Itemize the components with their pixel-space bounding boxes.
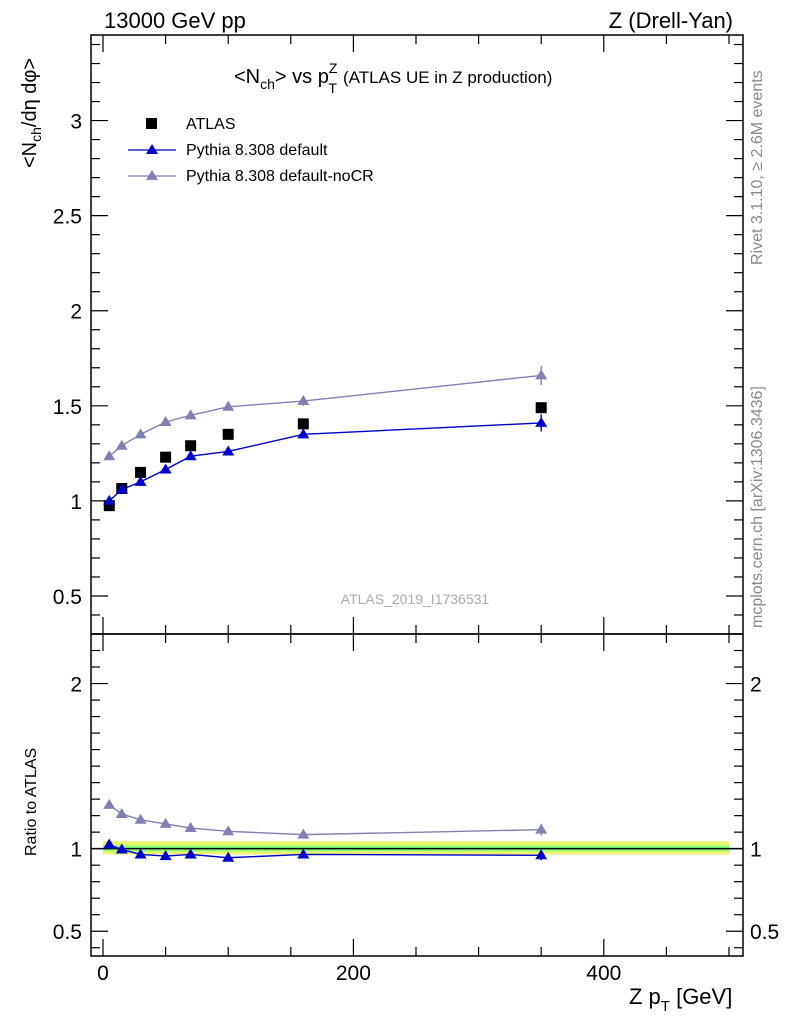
ratio-pythia-8-308-default-point-6 (297, 848, 310, 859)
atlas-point-0 (103, 500, 115, 512)
main-pythia-8-308-default-point-3 (159, 463, 172, 474)
ratio-pythia-8-308-default-nocr-point-6 (297, 828, 310, 839)
main-pythia-8-308-default-point-1 (115, 483, 128, 494)
ratio-pythia-8-308-default-nocr-point-7 (535, 823, 548, 834)
legend-marker-atlas (146, 118, 157, 129)
ratio-tick-label-right-0.5: 0.5 (750, 921, 779, 944)
ratio-tick-label-right-2: 2 (750, 674, 762, 697)
y-tick-label-0.5: 0.5 (53, 586, 82, 609)
main-pythia-8-308-default-point-7 (535, 416, 548, 427)
x-tick-label-400: 400 (586, 962, 621, 985)
axis-tick-labels: 0 200 400 0.5 1 1.5 2 2.5 3 0.5 0.5 1 1 2 2 (53, 111, 779, 985)
ratio-plot-frame (90, 633, 744, 957)
ratio-pythia-8-308-default-nocr-point-0 (103, 798, 116, 809)
y-tick-label-3: 3 (70, 111, 82, 134)
main-pythia-8-308-default-nocr-point-5 (222, 400, 235, 411)
legend-label-atlas: ATLAS (186, 116, 236, 133)
main-pythia-8-308-default-nocr-point-2 (134, 428, 147, 439)
legend-marker-nocr (146, 170, 158, 180)
ratio-tick-label-left-2: 2 (70, 674, 82, 697)
main-pythia-8-308-default-point-5 (222, 445, 235, 456)
main-pythia-8-308-default-nocr-point-4 (184, 409, 197, 420)
y-tick-label-1.5: 1.5 (53, 396, 82, 419)
ratio-y-axis-title: Ratio to ATLAS (23, 748, 40, 856)
header-process-label: Z (Drell-Yan) (609, 8, 733, 33)
axis-ticks (91, 35, 743, 956)
main-pythia-8-308-default-nocr-line (108, 374, 542, 457)
plot-title: <Nch> vs pZ T(ATLAS UE in Z production) (234, 60, 552, 96)
analysis-reference-label: ATLAS_2019_I1736531 (341, 591, 490, 607)
atlas-point-3 (160, 451, 172, 463)
ratio-pythia-8-308-default-point-5 (222, 851, 235, 862)
ratio-tick-label-left-1: 1 (70, 839, 82, 862)
y-tick-label-2.5: 2.5 (53, 206, 82, 229)
ratio-pythia-8-308-default-point-2 (134, 848, 147, 859)
main-pythia-8-308-default-nocr-point-0 (103, 450, 116, 461)
main-pythia-8-308-default-point-2 (134, 475, 147, 486)
rivet-version-label: Rivet 3.1.10, ≥ 2.6M events (749, 70, 766, 265)
mcplots-label: mcplots.cern.ch [arXiv:1306.3436] (749, 386, 766, 628)
x-tick-label-200: 200 (336, 962, 371, 985)
ratio-tick-label-right-1: 1 (750, 839, 762, 862)
ratio-pythia-8-308-default-nocr-point-4 (184, 822, 197, 833)
legend-label-nocr: Pythia 8.308 default-noCR (186, 168, 374, 185)
main-pythia-8-308-default-nocr-point-7 (535, 369, 548, 380)
y-tick-label-2: 2 (70, 301, 82, 324)
main-pythia-8-308-default-nocr-point-1 (115, 439, 128, 450)
atlas-point-6 (297, 418, 309, 430)
x-tick-label-0: 0 (97, 962, 109, 985)
atlas-point-5 (222, 428, 234, 440)
atlas-point-7 (535, 402, 547, 414)
ratio-pythia-8-308-default-nocr-line (108, 804, 542, 836)
x-axis-title: Z pT [GeV] (629, 984, 732, 1015)
ratio-pythia-8-308-default-point-4 (184, 848, 197, 859)
main-pythia-8-308-default-nocr-point-6 (297, 395, 310, 406)
main-pythia-8-308-default-point-0 (103, 494, 116, 505)
main-pythia-8-308-default-line (108, 422, 542, 502)
atlas-point-4 (185, 440, 197, 452)
ratio-pythia-8-308-default-nocr-point-3 (159, 817, 172, 828)
ratio-pythia-8-308-default-nocr-point-1 (115, 807, 128, 818)
legend: ATLAS Pythia 8.308 default Pythia 8.308 … (128, 116, 374, 185)
ratio-pythia-8-308-default-point-1 (115, 843, 128, 854)
main-pythia-8-308-default-point-6 (297, 428, 310, 439)
header-collision-label: 13000 GeV pp (104, 8, 246, 33)
legend-label-default: Pythia 8.308 default (186, 142, 328, 159)
main-pythia-8-308-default-point-4 (184, 450, 197, 461)
ratio-pythia-8-308-default-nocr-point-2 (134, 813, 147, 824)
ratio-tick-label-left-0.5: 0.5 (53, 921, 82, 944)
plot-title-sub-ch: ch (260, 76, 275, 92)
ratio-pythia-8-308-default-nocr-point-5 (222, 825, 235, 836)
data-marks (103, 365, 548, 862)
main-pythia-8-308-default-nocr-point-3 (159, 415, 172, 426)
ratio-pythia-8-308-default-point-7 (535, 849, 548, 860)
y-axis-title: <Nch/dη dφ> (19, 58, 44, 168)
legend-marker-default (146, 144, 158, 154)
ratio-pythia-8-308-default-point-0 (103, 838, 116, 849)
ratio-pythia-8-308-default-point-3 (159, 850, 172, 861)
y-tick-label-1: 1 (70, 491, 82, 514)
atlas-point-2 (135, 466, 147, 478)
